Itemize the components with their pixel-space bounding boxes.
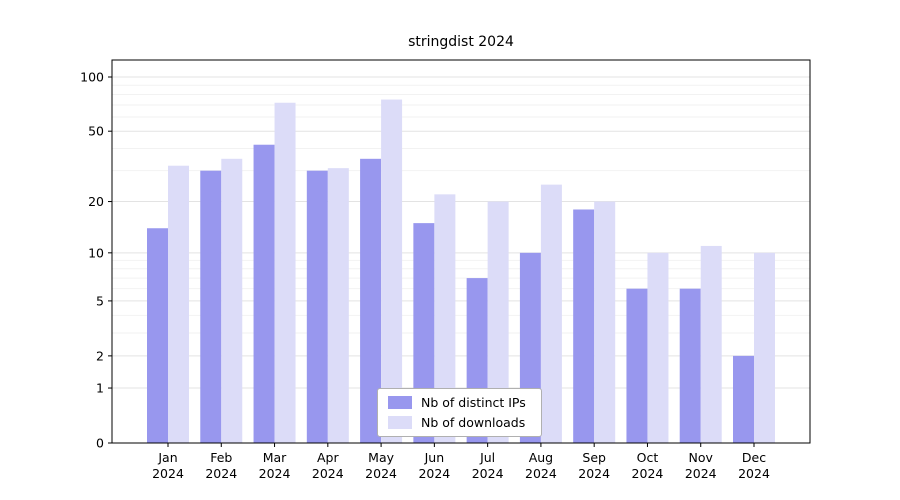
x-tick-label-month: Oct: [637, 450, 659, 465]
x-tick-label-month: Jan: [157, 450, 177, 465]
x-tick-label-year: 2024: [738, 466, 770, 481]
x-tick-label-month: Nov: [689, 450, 714, 465]
x-tick-label-month: Mar: [263, 450, 287, 465]
y-tick-label: 10: [88, 245, 104, 260]
bar-nb-of-downloads-aug: [540, 184, 562, 443]
x-tick-label-month: Apr: [317, 450, 339, 465]
x-tick-label-year: 2024: [578, 466, 610, 481]
bar-nb-of-distinct-ips-oct: [626, 288, 648, 443]
bar-nb-of-downloads-jan: [168, 165, 189, 443]
bar-nb-of-downloads-jul: [487, 201, 509, 443]
bar-nb-of-downloads-mar: [274, 102, 296, 443]
x-tick-label-month: Dec: [742, 450, 766, 465]
chart-legend: Nb of distinct IPs Nb of downloads: [377, 388, 542, 437]
legend-swatch: [388, 416, 412, 429]
bar-nb-of-distinct-ips-mar: [253, 144, 275, 443]
x-tick-label-year: 2024: [418, 466, 450, 481]
bar-nb-of-distinct-ips-sep: [573, 209, 595, 443]
x-tick-label-year: 2024: [259, 466, 291, 481]
x-tick-label-year: 2024: [525, 466, 557, 481]
legend-item-downloads: Nb of downloads: [388, 415, 531, 430]
x-tick-label-month: May: [368, 450, 394, 465]
y-tick-label: 0: [96, 436, 104, 451]
plot-border: [111, 59, 811, 444]
bar-nb-of-downloads-sep: [594, 201, 616, 443]
x-tick-label-month: Aug: [529, 450, 553, 465]
x-tick-label-year: 2024: [365, 466, 397, 481]
x-tick-label-year: 2024: [152, 466, 184, 481]
x-tick-label-year: 2024: [472, 466, 504, 481]
y-tick-label: 5: [96, 293, 104, 308]
legend-item-distinct-ips: Nb of distinct IPs: [388, 395, 531, 410]
x-tick-label-month: Feb: [210, 450, 232, 465]
x-tick-label-year: 2024: [632, 466, 664, 481]
bar-nb-of-distinct-ips-may: [360, 158, 382, 444]
bar-nb-of-downloads-feb: [221, 158, 243, 444]
y-tick-label: 20: [88, 194, 104, 209]
bar-nb-of-distinct-ips-feb: [200, 170, 222, 443]
x-tick-label-year: 2024: [205, 466, 237, 481]
chart-title: stringdist 2024: [408, 34, 514, 50]
bar-nb-of-distinct-ips-dec: [733, 355, 754, 443]
x-tick-label-year: 2024: [312, 466, 344, 481]
bar-nb-of-distinct-ips-apr: [306, 170, 328, 443]
bar-nb-of-downloads-apr: [327, 168, 349, 443]
x-tick-label-month: Sep: [582, 450, 606, 465]
y-tick-label: 100: [80, 70, 104, 85]
bar-nb-of-downloads-may: [381, 99, 403, 443]
x-tick-label-month: Jul: [479, 450, 495, 465]
legend-label: Nb of distinct IPs: [421, 395, 526, 410]
bar-nb-of-downloads-jun: [434, 194, 456, 443]
bar-nb-of-downloads-nov: [700, 245, 722, 443]
legend-swatch: [388, 396, 412, 409]
bar-nb-of-downloads-dec: [754, 252, 775, 443]
legend-label: Nb of downloads: [421, 415, 526, 430]
y-tick-label: 50: [88, 124, 104, 139]
y-tick-label: 2: [96, 348, 104, 363]
bar-nb-of-distinct-ips-jan: [147, 228, 168, 443]
x-tick-label-year: 2024: [685, 466, 717, 481]
bar-nb-of-downloads-oct: [647, 252, 669, 443]
x-tick-label-month: Jun: [424, 450, 445, 465]
y-tick-label: 1: [96, 381, 104, 396]
bar-nb-of-distinct-ips-nov: [679, 288, 701, 443]
